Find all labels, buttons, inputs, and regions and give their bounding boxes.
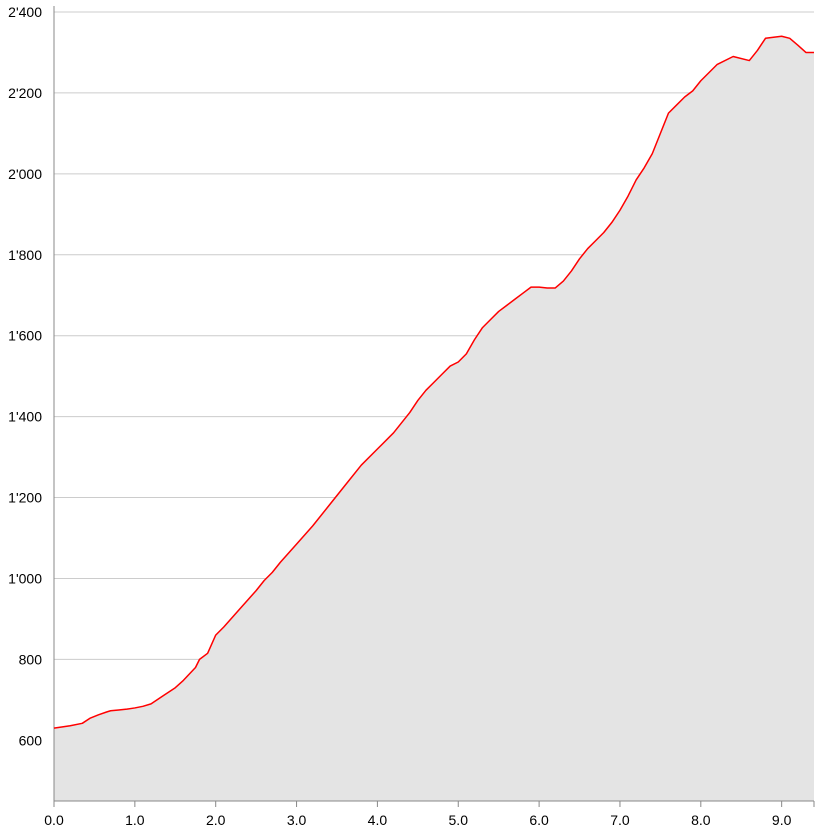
x-tick-label: 4.0 <box>368 812 388 828</box>
x-tick-label: 2.0 <box>206 812 226 828</box>
x-tick-label: 5.0 <box>449 812 469 828</box>
y-tick-label: 2'400 <box>8 4 42 20</box>
x-tick-label: 8.0 <box>691 812 711 828</box>
x-tick-label: 6.0 <box>529 812 549 828</box>
y-tick-label: 1'400 <box>8 409 42 425</box>
x-tick-label: 3.0 <box>287 812 307 828</box>
x-tick-label: 1.0 <box>125 812 145 828</box>
x-tick-label: 0.0 <box>44 812 64 828</box>
y-tick-label: 2'200 <box>8 85 42 101</box>
y-tick-label: 1'800 <box>8 247 42 263</box>
elevation-area-fill <box>54 36 814 801</box>
y-tick-label: 1'000 <box>8 570 42 586</box>
x-tick-label: 9.0 <box>772 812 792 828</box>
x-tick-label: 7.0 <box>610 812 630 828</box>
y-tick-label: 600 <box>19 732 43 748</box>
y-tick-label: 1'600 <box>8 328 42 344</box>
y-tick-label: 800 <box>19 651 43 667</box>
elevation-line <box>53 35 814 729</box>
axes <box>53 6 815 807</box>
y-axis-tick-labels: 600 800 1'000 1'200 1'400 1'600 1'800 2'000 2'20… <box>8 4 42 748</box>
y-tick-label: 2'000 <box>8 166 42 182</box>
y-tick-label: 1'200 <box>8 490 42 506</box>
x-axis-tick-labels: 0.0 1.0 2.0 3.0 4.0 5.0 6.0 7.0 8.0 9.0 <box>44 812 791 828</box>
